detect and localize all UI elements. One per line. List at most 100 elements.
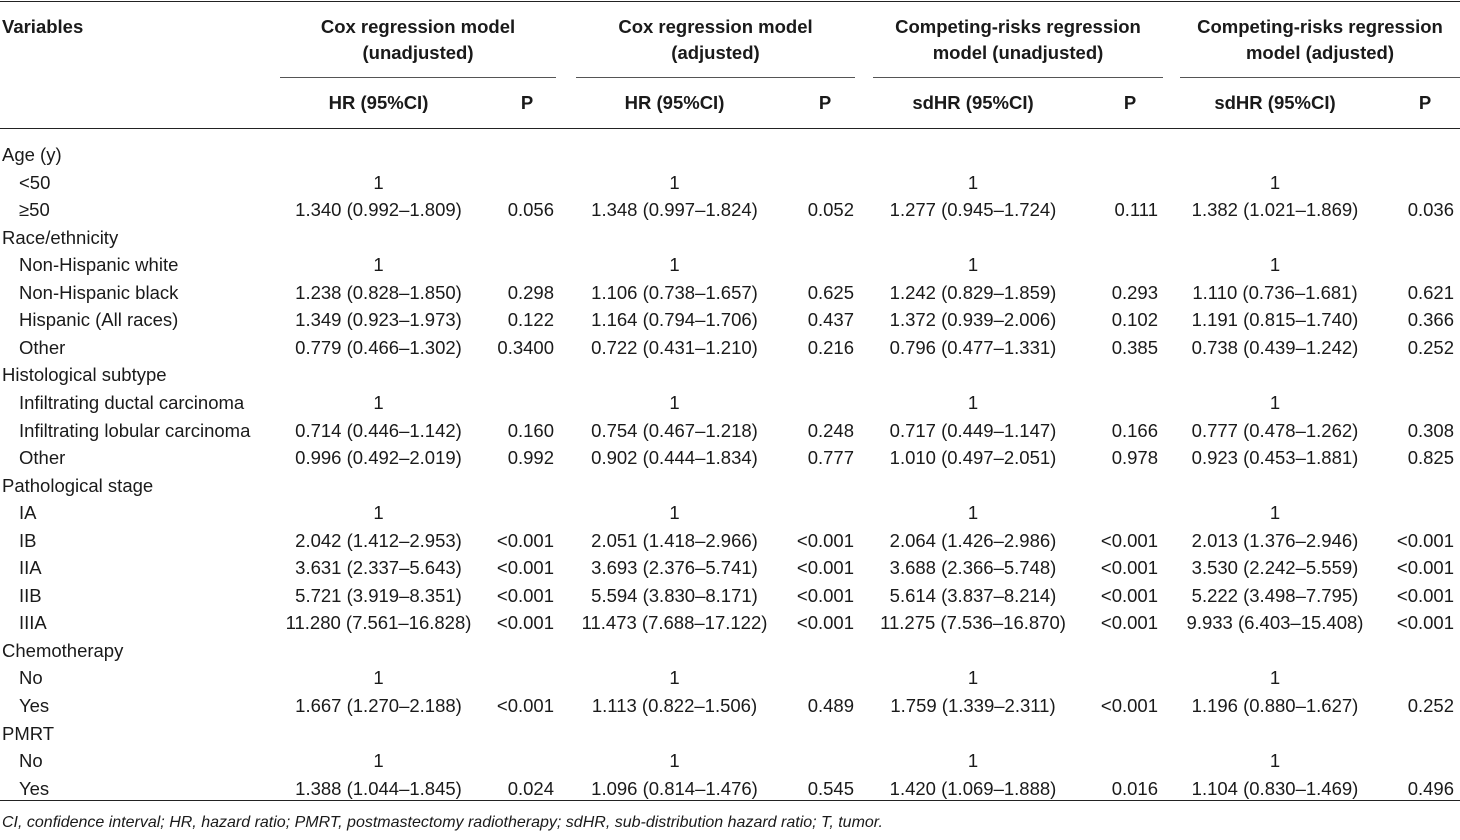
table-row: Non-Hispanic white 1 1 1 1 <box>0 251 1460 279</box>
header-group-4: Competing-risks regression model (adjust… <box>1180 14 1460 66</box>
hr-value: 1 <box>669 391 680 413</box>
hr-value: 2.051 (1.418–2.966) <box>591 529 758 551</box>
header-p-4: P <box>1418 92 1432 113</box>
header-group-1: Cox regression model (unadjusted) <box>280 14 556 66</box>
p-value: 0.366 <box>1407 309 1454 331</box>
row-label: IIIA <box>19 612 47 634</box>
table-row: PMRT <box>0 720 1460 748</box>
p-value: <0.001 <box>496 529 554 551</box>
p-value: 0.111 <box>1114 199 1158 221</box>
hr-value: 1 <box>967 391 979 413</box>
p-value: <0.001 <box>1100 557 1158 579</box>
header-group-4-line2: model (adjusted) <box>1245 42 1394 63</box>
hr-value: 1.164 (0.794–1.706) <box>591 309 758 331</box>
row-label: Other <box>19 336 66 358</box>
hr-value: 11.280 (7.561–16.828) <box>285 612 472 634</box>
hr-value: 2.042 (1.412–2.953) <box>295 529 462 551</box>
hr-value: 5.721 (3.919–8.351) <box>295 584 462 606</box>
hr-value: 1 <box>669 750 680 772</box>
p-value: 0.036 <box>1407 199 1454 221</box>
table-row: Histological subtype <box>0 361 1460 389</box>
hr-value: 1 <box>967 171 979 193</box>
p-value: <0.001 <box>1100 584 1158 606</box>
hr-value: 9.933 (6.403–15.408) <box>1186 612 1364 634</box>
row-label: Yes <box>19 695 50 716</box>
header-hr-4: sdHR (95%CI) <box>1214 92 1336 113</box>
header-group-2-line1: Cox regression model <box>618 16 813 37</box>
table-row: Hispanic (All races) 1.349 (0.923–1.973) 0… <box>0 306 1460 334</box>
header-hr-2: HR (95%CI) <box>624 92 725 113</box>
hr-value: 11.275 (7.536–16.870) <box>880 612 1066 634</box>
row-label: PMRT <box>2 722 55 744</box>
hr-value: 1.340 (0.992–1.809) <box>295 199 462 221</box>
table-row: Infiltrating lobular carcinoma 0.714 (0.4… <box>0 417 1460 445</box>
p-value: <0.001 <box>496 612 554 634</box>
hr-value: 5.614 (3.837–8.214) <box>889 584 1057 606</box>
p-value: 0.248 <box>807 419 854 441</box>
p-value: 0.252 <box>1407 336 1454 358</box>
hr-value: 1.106 (0.738–1.657) <box>591 281 758 303</box>
p-value: <0.001 <box>796 529 854 551</box>
table-row: No 1 1 1 1 <box>0 747 1460 775</box>
top-rule <box>0 1 1460 2</box>
header-group-2-line2: (adjusted) <box>671 42 760 63</box>
table-row: Chemotherapy <box>0 637 1460 665</box>
p-value: <0.001 <box>1396 557 1454 579</box>
header-group-1-line1: Cox regression model <box>320 16 516 37</box>
row-label: Hispanic (All races) <box>19 309 179 331</box>
hr-value: 1 <box>373 391 384 413</box>
table-row: IIIA 11.280 (7.561–16.828) <0.001 11.473 (7… <box>0 609 1460 637</box>
p-value: <0.001 <box>1100 529 1158 551</box>
header-p-1: P <box>520 92 534 113</box>
row-label: Non-Hispanic white <box>19 254 179 276</box>
p-value: <0.001 <box>796 584 854 606</box>
p-value: 0.545 <box>807 777 854 799</box>
row-label: ≥50 <box>19 199 50 221</box>
header-variables: Variables <box>2 16 84 37</box>
table-row: IB 2.042 (1.412–2.953) <0.001 2.051 (1.418–… <box>0 527 1460 555</box>
table-row: Non-Hispanic black 1.238 (0.828–1.850) 0.2… <box>0 279 1460 307</box>
p-value: <0.001 <box>796 612 854 634</box>
hr-value: 3.631 (2.337–5.643) <box>295 557 462 579</box>
p-value: 0.308 <box>1407 419 1454 441</box>
hr-value: 1.242 (0.829–1.859) <box>889 281 1057 303</box>
table-row: IIB 5.721 (3.919–8.351) <0.001 5.594 (3.830… <box>0 582 1460 610</box>
hr-value: 3.530 (2.242–5.559) <box>1191 557 1359 579</box>
hr-value: 0.777 (0.478–1.262) <box>1191 419 1359 441</box>
table-row: No 1 1 1 1 <box>0 664 1460 692</box>
hr-value: 0.738 (0.439–1.242) <box>1191 336 1359 358</box>
row-label: Pathological stage <box>2 474 154 496</box>
row-label: Age (y) <box>2 144 62 165</box>
table-row: Yes 1.388 (1.044–1.845) 0.024 1.096 (0.814–… <box>0 775 1460 803</box>
row-label: IIB <box>19 584 42 606</box>
hr-value: 1 <box>373 171 384 193</box>
hr-value: 1 <box>669 254 680 276</box>
hr-value: 1.420 (1.069–1.888) <box>889 777 1057 799</box>
p-value: 0.252 <box>1407 695 1454 716</box>
row-label: Histological subtype <box>2 364 167 386</box>
hr-value: 1 <box>967 750 979 772</box>
p-value: <0.001 <box>1396 612 1454 634</box>
table-row: ≥50 1.340 (0.992–1.809) 0.056 1.348 (0.997–… <box>0 196 1460 224</box>
hr-value: 5.594 (3.830–8.171) <box>591 584 758 606</box>
table-row: Yes 1.667 (1.270–2.188) <0.001 1.113 (0.822… <box>0 692 1460 720</box>
header-group-4-line1: Competing-risks regression <box>1197 16 1443 37</box>
p-value: 0.625 <box>807 281 854 303</box>
p-value: 0.992 <box>507 447 554 469</box>
p-value: 0.777 <box>807 447 854 469</box>
group-4-underline <box>1180 77 1460 78</box>
hr-value: 1.348 (0.997–1.824) <box>591 199 758 221</box>
hr-value: 1 <box>1269 667 1281 689</box>
p-value: 0.621 <box>1407 281 1454 303</box>
p-value: <0.001 <box>496 557 554 579</box>
hr-value: 2.064 (1.426–2.986) <box>889 529 1057 551</box>
row-label: No <box>19 750 43 772</box>
p-value: 0.825 <box>1407 447 1454 469</box>
hr-value: 0.996 (0.492–2.019) <box>295 447 462 469</box>
hr-value: 1.388 (1.044–1.845) <box>295 777 462 799</box>
row-label: <50 <box>19 171 51 193</box>
hr-value: 0.923 (0.453–1.881) <box>1191 447 1359 469</box>
table-row: Other 0.779 (0.466–1.302) 0.3400 0.722 (0.4… <box>0 334 1460 362</box>
p-value: 0.496 <box>1407 777 1454 799</box>
hr-value: 1 <box>669 667 680 689</box>
